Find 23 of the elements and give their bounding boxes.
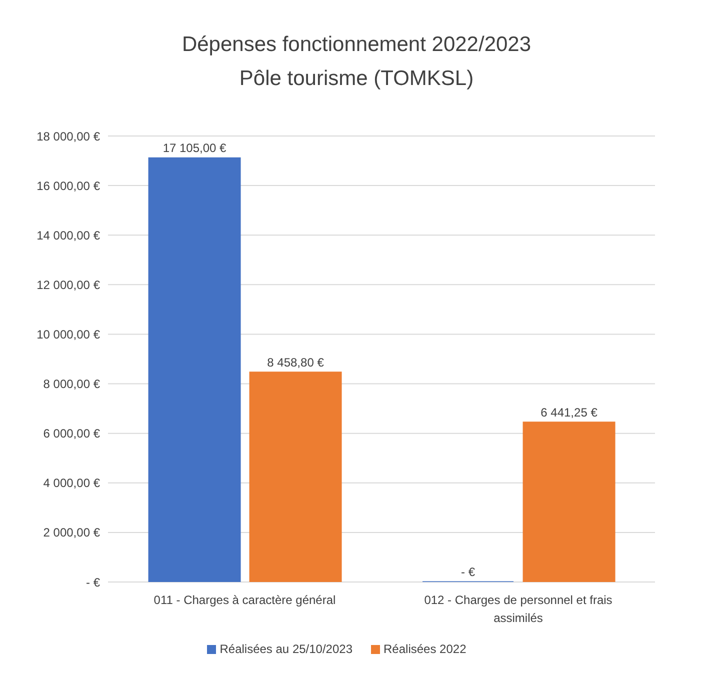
y-tick-label: 2 000,00 € <box>43 526 100 540</box>
y-tick-label: 8 000,00 € <box>43 377 100 392</box>
x-tick-label: 011 - Charges à caractère général <box>154 593 336 607</box>
data-label: 17 105,00 € <box>162 141 227 156</box>
data-label: - € <box>461 565 476 579</box>
y-tick-label: 12 000,00 € <box>36 278 100 292</box>
legend-label: Réalisées au 25/10/2023 <box>218 642 353 656</box>
bar <box>522 422 616 582</box>
data-label: 6 441,25 € <box>540 405 598 420</box>
chart-title: Dépenses fonctionnement 2022/2023 <box>180 32 532 58</box>
legend-label: Réalisées 2022 <box>382 642 466 656</box>
y-tick-label: 4 000,00 € <box>43 476 100 490</box>
chart-subtitle: Pôle tourisme (TOMKSL) <box>238 66 475 92</box>
y-tick-label: 16 000,00 € <box>36 178 100 193</box>
y-tick-label: 6 000,00 € <box>43 426 100 441</box>
y-tick-label: 10 000,00 € <box>36 327 100 342</box>
bar <box>249 372 342 582</box>
y-tick-label: 14 000,00 € <box>36 228 100 242</box>
y-tick-label: 18 000,00 € <box>36 129 100 144</box>
x-tick-label: 012 - Charges de personnel et frais assimilés <box>424 593 612 625</box>
bar <box>148 157 241 582</box>
data-label: 8 458,80 € <box>267 355 324 370</box>
y-tick-label: - € <box>86 575 100 590</box>
